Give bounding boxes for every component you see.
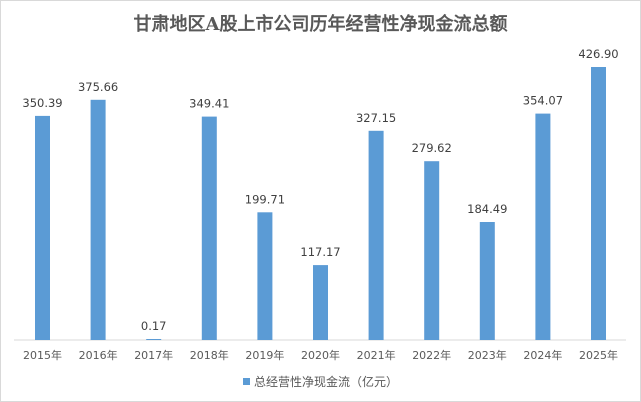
value-labels-group: 350.39 375.66 0.17 349.41 199.71 117.17 327.15…: [22, 47, 618, 333]
x-tick-label-2015年: 2015年: [23, 348, 62, 362]
x-tick-label-2019年: 2019年: [245, 348, 284, 362]
value-label-2024年: 354.07: [523, 94, 563, 108]
bar-2020年: [313, 265, 328, 340]
x-tick-label-2016年: 2016年: [79, 348, 118, 362]
bar-2024年: [535, 113, 551, 340]
x-tick-label-2017年: 2017年: [134, 348, 173, 362]
bar-2025年: [591, 67, 606, 340]
value-label-2015年: 350.39: [22, 96, 62, 110]
bar-2019年: [257, 212, 273, 340]
x-tick-label-2024年: 2024年: [523, 348, 562, 362]
x-tick-label-2020年: 2020年: [301, 348, 340, 362]
bar-2023年: [479, 222, 495, 340]
value-label-2020年: 117.17: [300, 245, 340, 259]
bar-2015年: [35, 115, 50, 341]
bar-2021年: [368, 130, 384, 340]
bar-2017年: [146, 339, 162, 340]
legend: 总经营性净现金流（亿元）: [0, 373, 641, 390]
x-tick-label-2022年: 2022年: [412, 348, 451, 362]
bar-2022年: [424, 161, 440, 340]
x-tick-label-2021年: 2021年: [357, 348, 396, 362]
x-tick-label-2018年: 2018年: [190, 348, 229, 362]
value-label-2025年: 426.90: [578, 47, 618, 61]
legend-swatch: [242, 378, 250, 385]
value-label-2017年: 0.17: [141, 319, 167, 333]
legend-label: 总经营性净现金流（亿元）: [253, 375, 398, 389]
bar-2018年: [201, 116, 217, 340]
bar-2016年: [90, 99, 106, 340]
value-label-2022年: 279.62: [412, 141, 452, 155]
value-label-2019年: 199.71: [245, 192, 285, 206]
x-tick-label-2025年: 2025年: [579, 348, 618, 362]
value-label-2023年: 184.49: [467, 202, 507, 216]
value-label-2018年: 349.41: [189, 97, 229, 111]
chart-title: 甘肃地区A股上市公司历年经营性净现金流总额: [133, 14, 508, 35]
x-tick-labels-group: 2015年 2016年 2017年 2018年 2019年 2020年 2021年 2022年…: [23, 348, 618, 362]
value-label-2016年: 375.66: [78, 80, 118, 94]
x-tick-label-2023年: 2023年: [468, 348, 507, 362]
bars-group: [35, 67, 606, 341]
value-label-2021年: 327.15: [356, 111, 396, 125]
